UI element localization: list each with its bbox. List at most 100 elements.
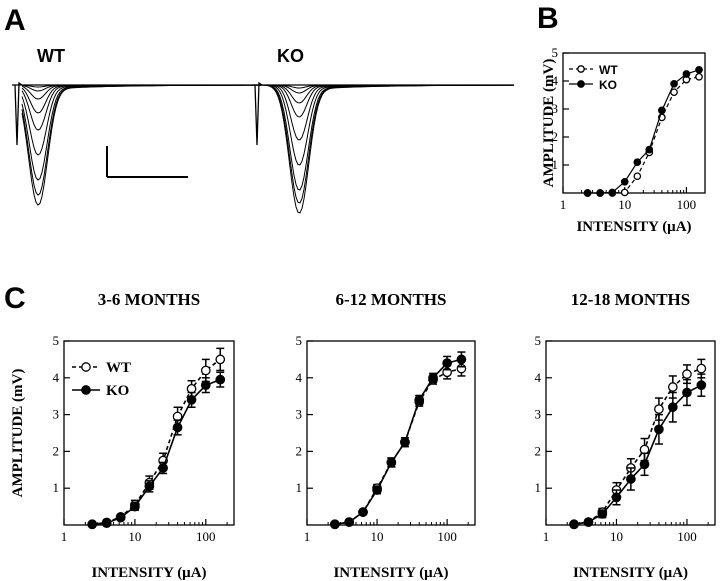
panel-c-letter: C [4,282,26,315]
y-tick-label: 2 [296,443,303,458]
data-point-ko [695,65,703,74]
evoked-trace [262,84,514,166]
traces-ko [252,81,514,214]
x-tick-label: 10 [618,197,631,212]
data-point-ko [626,474,636,484]
chart-c3: 1 2 3 4 5 1 10 100 INTENSITY (μA) 12-18 MONTHS [535,290,716,581]
y-tick-label: 1 [552,157,559,172]
data-point-wt [620,188,629,197]
x-tick-label: 10 [128,529,141,544]
data-point-ko [620,177,629,186]
plot-frame [545,340,716,526]
evoked-trace [262,84,514,118]
x-tick-label: 10 [610,529,623,544]
traces-wt [12,81,262,206]
chart-title: 6-12 MONTHS [336,290,447,309]
data-point-ko [344,517,355,527]
y-tick-label: 3 [53,407,60,422]
chart-c1: 1 2 3 4 5 1 10 100 INTENSITY (μA) AMPLITUDE (mV) 3… [10,290,235,581]
data-point-ko [130,501,140,512]
data-point-ko [696,380,707,391]
panel-b-letter: B [537,2,559,35]
data-point-ko [667,402,678,413]
data-point-wt [670,88,678,97]
data-point-ko [682,387,692,398]
x-tick-label: 1 [543,529,550,544]
y-tick-label: 1 [296,480,303,495]
data-point-wt [667,382,678,392]
data-point-ko [400,437,410,448]
x-tick-label: 1 [304,529,311,544]
y-axis-label: AMPLITUDE (mV) [10,369,26,498]
data-point-ko [456,354,467,365]
plot-frame [562,52,706,194]
x-tick-label: 10 [371,529,384,544]
data-point-ko [597,509,608,519]
data-point-ko [414,395,425,405]
y-tick-label: 4 [535,370,542,385]
data-point-ko [358,507,368,517]
legend-label-ko: KO [106,383,129,399]
y-tick-label: 1 [53,480,60,495]
data-point-ko [172,422,183,433]
data-point-ko [633,158,642,167]
legend-marker-wt [81,362,91,372]
evoked-trace [261,84,514,191]
data-point-ko [186,395,197,405]
series-line-ko [92,378,221,526]
data-point-wt [654,404,664,414]
x-axis-label: INTENSITY (μA) [573,565,688,581]
x-tick-label: 100 [677,529,697,544]
y-tick-label: 1 [535,480,542,495]
data-point-ko [428,372,438,383]
x-tick-label: 1 [560,197,567,212]
trace-ko-label: KO [277,46,304,66]
legend-label-ko: KO [599,78,617,92]
evoked-trace [21,84,262,206]
evoked-trace [261,84,514,214]
legend-label-wt: WT [599,63,618,77]
series-line-ko [587,69,700,194]
y-tick-label: 2 [53,443,60,458]
series-line-wt [587,76,700,194]
y-tick-label: 4 [552,73,559,88]
data-point-ko [158,463,168,473]
data-point-ko [645,145,654,154]
data-point-wt [696,363,707,374]
x-axis-label: INTENSITY (μA) [576,219,691,235]
data-point-ko [596,189,605,197]
data-point-ko [682,70,691,78]
data-point-wt [215,354,226,365]
stimulus-artifact [254,81,263,146]
data-point-ko [654,424,664,435]
trace-wt-label: WT [37,46,65,66]
data-point-ko [372,485,382,495]
legend-label-wt: WT [106,360,131,376]
data-point-wt [200,365,211,376]
series-line-wt [334,367,462,526]
y-tick-label: 5 [535,333,542,348]
x-axis-label: INTENSITY (μA) [91,565,206,581]
data-point-ko [639,459,650,470]
stimulus-artifact [14,81,23,146]
plot-frame [63,340,235,526]
data-point-ko [330,519,340,530]
y-tick-label: 5 [296,333,303,348]
data-point-ko [611,492,622,503]
y-tick-label: 4 [53,370,60,385]
y-tick-label: 2 [535,443,542,458]
series-line-ko [573,384,702,526]
data-point-ko [583,189,592,197]
data-point-ko [442,358,452,368]
data-point-ko [670,79,678,88]
y-tick-label: 2 [552,129,559,144]
chart-b: 1 2 3 4 5 1 10 100 INTENSITY (μA) AMPLITUDE (mV) W… [541,45,706,235]
y-tick-label: 3 [552,101,559,116]
data-point-ko [115,512,126,523]
data-point-ko [658,106,666,115]
data-point-wt [695,72,703,81]
data-point-ko [569,519,579,530]
data-point-wt [633,172,642,181]
y-tick-label: 5 [53,333,60,348]
data-point-ko [101,518,112,529]
